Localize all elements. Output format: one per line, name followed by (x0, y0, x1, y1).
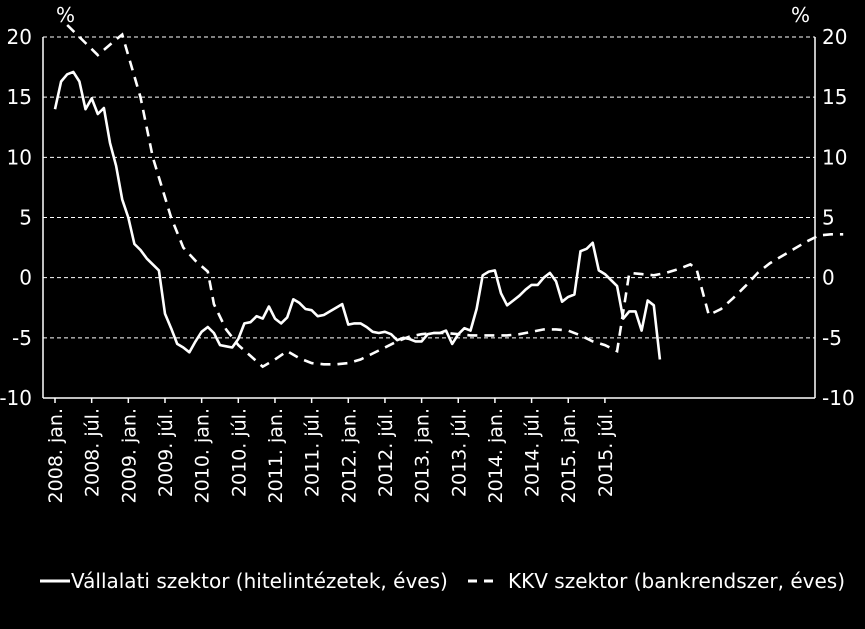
legend-item-vallalati: Vállalati szektor (hitelintézetek, éves) (40, 569, 448, 593)
legend: Vállalati szektor (hitelintézetek, éves)… (40, 569, 845, 593)
legend-label-kkv: KKV szektor (bankrendszer, éves) (508, 569, 845, 593)
x-tick-label: 2011. jan. (265, 408, 287, 503)
x-tick-label: 2012. jan. (338, 408, 360, 503)
x-tick-label: 2014. jan. (485, 408, 507, 503)
x-tick-label: 2009. jan. (118, 408, 140, 503)
x-tick-label: 2013. jan. (412, 408, 434, 503)
series-line-kkv (66, 24, 844, 369)
legend-item-kkv: KKV szektor (bankrendszer, éves) (468, 569, 845, 593)
series-lines (53, 24, 844, 369)
y-ticks-left: 20 15 10 5 0 -5 -10 (0, 25, 32, 410)
x-tick-label: 2015. jan. (558, 408, 580, 503)
y-tick-left-label: -10 (0, 386, 32, 410)
y-tick-right-label: -5 (822, 326, 842, 350)
y-tick-left-label: 15 (7, 85, 32, 109)
x-tick-label: 2012. júl. (375, 408, 397, 497)
y-left-unit: % (56, 3, 75, 27)
x-tick-label: 2014. júl. (522, 408, 544, 497)
y-tick-right-label: 15 (822, 85, 847, 109)
y-tick-right-label: 10 (822, 145, 847, 169)
x-tick-label: 2008. jan. (45, 408, 67, 503)
y-tick-right-label: 20 (822, 25, 847, 49)
x-tick-label: 2008. júl. (82, 408, 104, 497)
y-right-unit: % (791, 3, 810, 27)
y-tick-right-label: 5 (822, 206, 835, 230)
x-tick-label: 2013. júl. (448, 408, 470, 497)
legend-label-vallalati: Vállalati szektor (hitelintézetek, éves) (71, 569, 448, 593)
y-tick-right-label: -10 (822, 386, 855, 410)
x-tick-label: 2011. júl. (302, 408, 324, 497)
x-tick-label: 2010. jan. (192, 408, 214, 503)
x-tick-label: 2015. júl. (595, 408, 617, 497)
x-tick-label: 2010. júl. (228, 408, 250, 497)
x-tick-label: 2009. júl. (155, 408, 177, 497)
y-ticks-right: 20 15 10 5 0 -5 -10 (822, 25, 855, 410)
y-tick-left-label: 0 (19, 266, 32, 290)
grid-lines (43, 36, 815, 339)
axes (42, 37, 816, 399)
y-tick-right-label: 0 (822, 266, 835, 290)
series-line-vallalati (53, 70, 662, 360)
y-tick-left-label: 10 (7, 145, 32, 169)
x-ticks: 2008. jan. 2008. júl. 2009. jan. 2009. júl.… (45, 398, 617, 503)
y-tick-left-label: 20 (7, 25, 32, 49)
y-tick-left-label: 5 (19, 206, 32, 230)
y-tick-left-label: -5 (12, 326, 32, 350)
